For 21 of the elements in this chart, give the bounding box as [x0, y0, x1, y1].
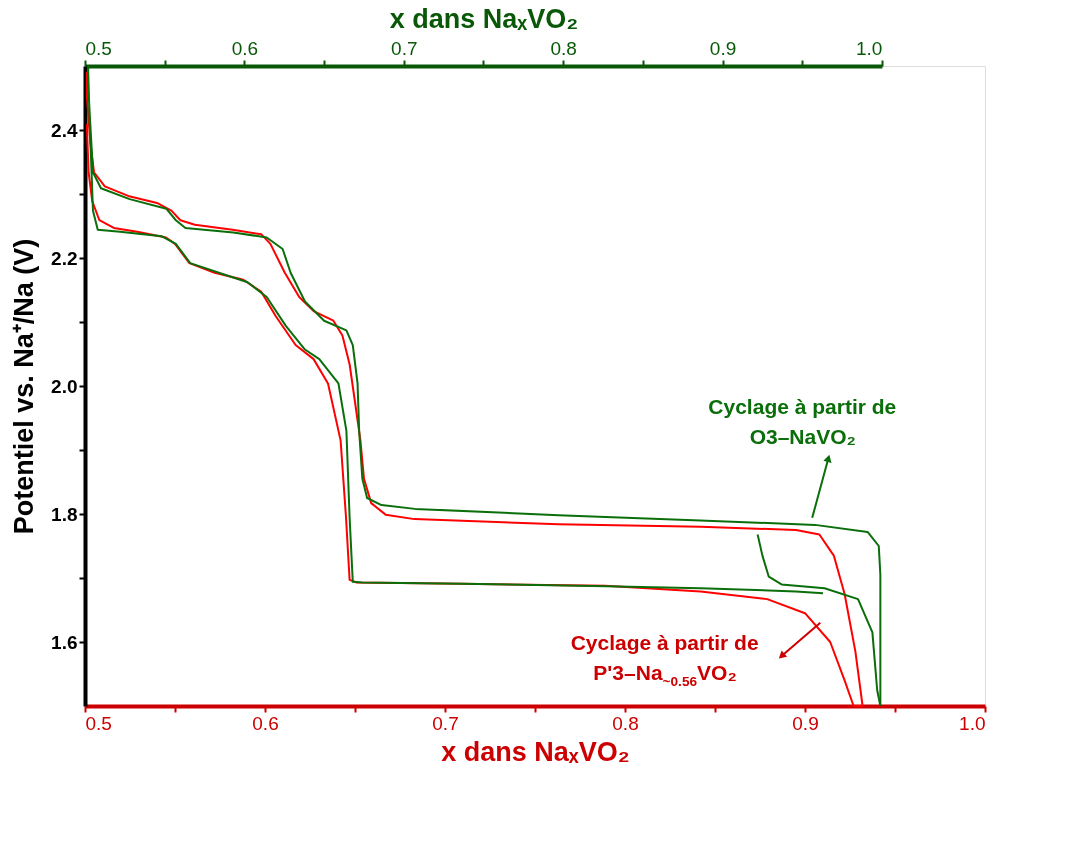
x2-tick-label: 0.8 — [550, 37, 577, 59]
x-tick-label: 0.5 — [85, 712, 112, 734]
x-tick-label: 0.6 — [252, 712, 279, 734]
y-tick-label: 2.4 — [51, 119, 78, 141]
y-tick-label: 2.0 — [51, 375, 78, 397]
x2-axis-title: x dans NaₓVO₂ — [389, 3, 579, 34]
x2-tick-label: 0.7 — [391, 37, 418, 59]
y-tick-label: 2.2 — [51, 247, 78, 269]
x-tick-label: 0.7 — [432, 712, 459, 734]
x-axis-title: x dans NaₓVO₂ — [441, 736, 630, 767]
annotation: Cyclage à partir de O3–NaVO₂ — [708, 395, 897, 449]
y-axis-title: Potentiel vs. Na⁺/Na (V) — [9, 238, 40, 535]
x2-tick-label: 0.9 — [709, 37, 737, 59]
y-tick-label: 1.8 — [51, 503, 78, 525]
x2-tick-label: 1.0 — [856, 37, 883, 59]
x2-tick-label: 0.6 — [231, 37, 259, 59]
x-tick-label: 1.0 — [959, 712, 986, 734]
x-tick-label: 0.8 — [612, 712, 639, 734]
x-tick-label: 0.9 — [792, 712, 819, 734]
y-tick-label: 1.6 — [51, 631, 78, 653]
x2-tick-label: 0.5 — [85, 37, 112, 59]
